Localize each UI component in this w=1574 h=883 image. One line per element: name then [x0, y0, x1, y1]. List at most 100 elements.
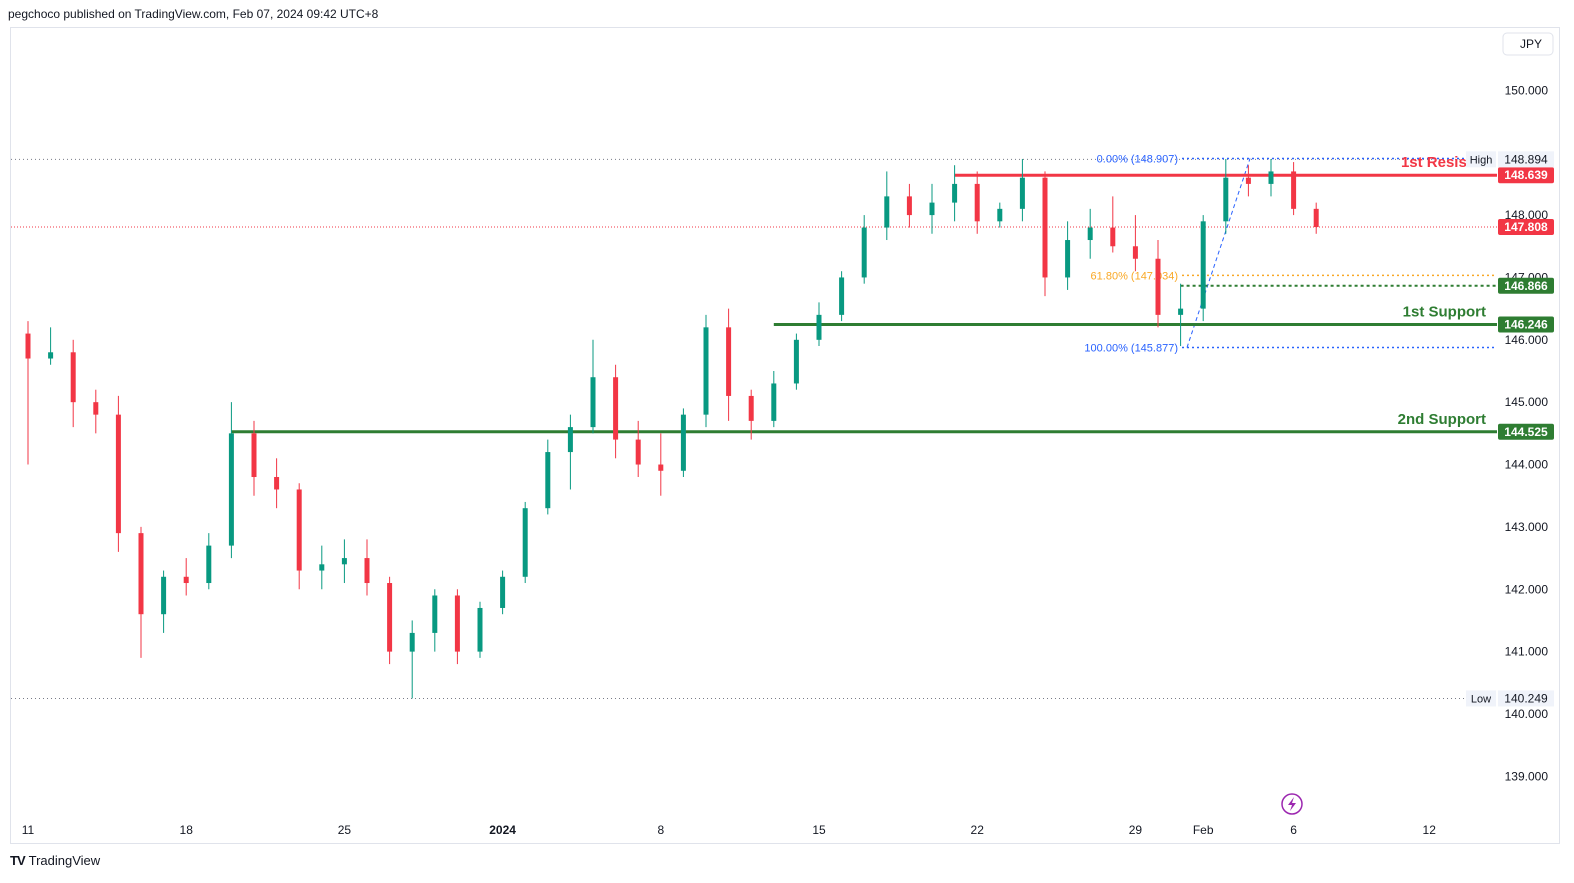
candle[interactable]	[454, 589, 460, 665]
candle[interactable]	[1245, 165, 1251, 197]
candle[interactable]	[341, 539, 347, 584]
y-tick-label: 146.000	[1505, 333, 1549, 347]
y-tick-label: 148.000	[1505, 208, 1549, 222]
candle[interactable]	[567, 414, 573, 490]
price-tag-text: 147.808	[1504, 220, 1548, 234]
x-tick-label: 2024	[489, 823, 516, 837]
candle[interactable]	[929, 183, 935, 234]
candle-body	[613, 377, 619, 440]
candle[interactable]	[726, 308, 732, 421]
candle-body	[952, 183, 958, 203]
currency-badge[interactable]	[1502, 32, 1554, 56]
candle[interactable]	[183, 558, 189, 596]
level-price-tag: 148.639	[1498, 167, 1554, 184]
candle[interactable]	[952, 165, 958, 222]
candle[interactable]	[274, 458, 280, 509]
candle[interactable]	[1291, 162, 1297, 216]
candle[interactable]	[93, 389, 99, 434]
candle[interactable]	[115, 395, 121, 552]
candle[interactable]	[771, 370, 777, 428]
candle-body	[1313, 208, 1319, 228]
candle[interactable]	[1087, 208, 1093, 259]
candle[interactable]	[590, 339, 596, 434]
candle-body	[1291, 171, 1297, 209]
level-label: 2nd Support	[1398, 411, 1486, 428]
low-tag: Low 140.249	[1466, 690, 1554, 707]
candle-body	[748, 395, 754, 421]
current-price-tag: 147.808	[1498, 219, 1554, 236]
candle[interactable]	[748, 389, 754, 440]
candle[interactable]	[522, 501, 528, 584]
candle-body	[567, 427, 573, 453]
candle-body	[138, 533, 144, 615]
footer-brand-label: TradingView	[28, 853, 101, 868]
candle[interactable]	[793, 333, 799, 390]
candle-body	[839, 277, 845, 315]
candle[interactable]	[1132, 215, 1138, 272]
price-tag-text: 146.246	[1504, 317, 1548, 331]
candle-body	[545, 452, 551, 509]
lightning-icon[interactable]	[1281, 793, 1303, 815]
candle-body	[861, 227, 867, 278]
hl-label-box	[1466, 690, 1496, 707]
candle-body	[1245, 177, 1251, 184]
candle[interactable]	[997, 202, 1003, 228]
candle[interactable]	[319, 545, 325, 590]
candle[interactable]	[138, 526, 144, 658]
y-tick-label: 143.000	[1505, 520, 1549, 534]
candle[interactable]	[545, 439, 551, 515]
candle[interactable]	[387, 576, 393, 665]
candle[interactable]	[364, 539, 370, 596]
candle[interactable]	[251, 420, 257, 496]
fib-trend-line[interactable]	[1186, 158, 1251, 348]
tradingview-logo-icon: TV	[10, 853, 26, 868]
candle[interactable]	[70, 339, 76, 428]
candle[interactable]	[206, 533, 212, 590]
candle-body	[432, 595, 438, 633]
candle[interactable]	[161, 570, 167, 633]
hl-value-box	[1498, 690, 1554, 707]
candle[interactable]	[1110, 196, 1116, 253]
candle[interactable]	[500, 570, 506, 615]
candle-body	[319, 564, 325, 571]
candle[interactable]	[613, 364, 619, 459]
candle[interactable]	[1268, 158, 1274, 197]
candle[interactable]	[1042, 171, 1048, 297]
hl-value: 148.894	[1504, 152, 1548, 166]
candle[interactable]	[816, 302, 822, 347]
y-tick-label: 139.000	[1505, 769, 1549, 783]
hl-value: 140.249	[1504, 691, 1548, 705]
candle[interactable]	[409, 620, 415, 699]
candle[interactable]	[477, 601, 483, 658]
candle-body	[93, 402, 99, 415]
candle[interactable]	[974, 171, 980, 234]
candle-body	[703, 327, 709, 415]
x-tick-label: 25	[338, 823, 352, 837]
candle[interactable]	[1065, 221, 1071, 290]
candle[interactable]	[635, 420, 641, 478]
candle[interactable]	[296, 483, 302, 590]
candle[interactable]	[432, 589, 438, 652]
candle[interactable]	[1178, 283, 1184, 347]
price-tag-text: 144.525	[1504, 425, 1548, 439]
candle[interactable]	[228, 402, 234, 559]
candle[interactable]	[703, 314, 709, 428]
candle[interactable]	[1019, 158, 1025, 222]
candle[interactable]	[1155, 240, 1161, 328]
candle[interactable]	[884, 171, 890, 241]
fib-level-label: 0.00% (148.907)	[1097, 154, 1178, 166]
candle[interactable]	[906, 183, 912, 228]
candle[interactable]	[861, 215, 867, 284]
candle[interactable]	[680, 408, 686, 478]
candle[interactable]	[48, 327, 54, 365]
candle-body	[658, 464, 664, 471]
candle[interactable]	[1313, 202, 1319, 234]
price-tag-box	[1498, 423, 1554, 440]
candle[interactable]	[839, 271, 845, 322]
candle[interactable]	[1200, 215, 1206, 322]
candle[interactable]	[25, 321, 31, 465]
candle-body	[183, 576, 189, 584]
candle[interactable]	[658, 433, 664, 496]
candle[interactable]	[1223, 158, 1229, 234]
